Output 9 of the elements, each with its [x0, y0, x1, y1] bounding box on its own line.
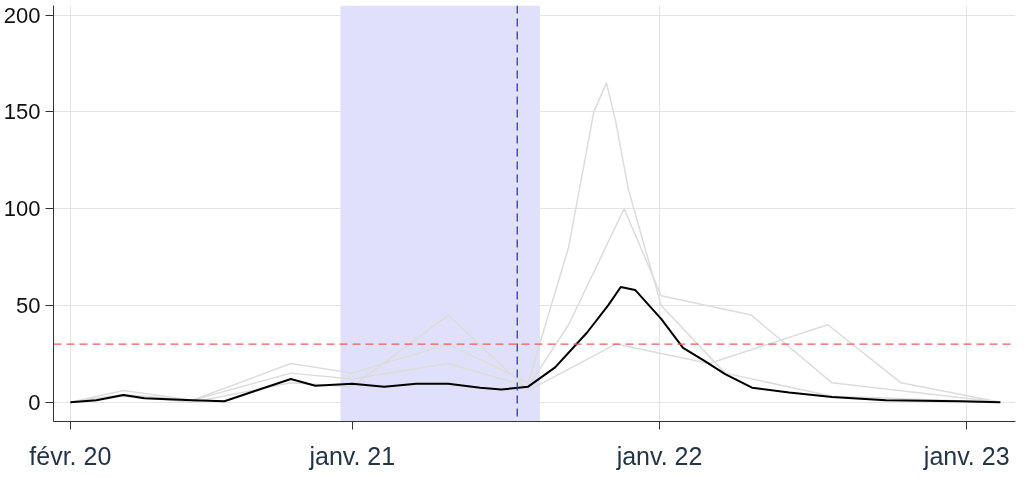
y-tick-label: 150 — [3, 99, 41, 125]
y-tick-label: 100 — [3, 196, 41, 222]
y-tick-label: 0 — [28, 389, 41, 415]
x-tick-label: janv. 21 — [308, 441, 396, 470]
x-tick-label: janv. 22 — [615, 441, 703, 470]
x-tick-label: janv. 23 — [922, 441, 1010, 470]
x-tick-label: févr. 20 — [29, 441, 112, 470]
y-tick-label: 50 — [16, 292, 41, 318]
y-tick-label: 200 — [3, 2, 41, 28]
